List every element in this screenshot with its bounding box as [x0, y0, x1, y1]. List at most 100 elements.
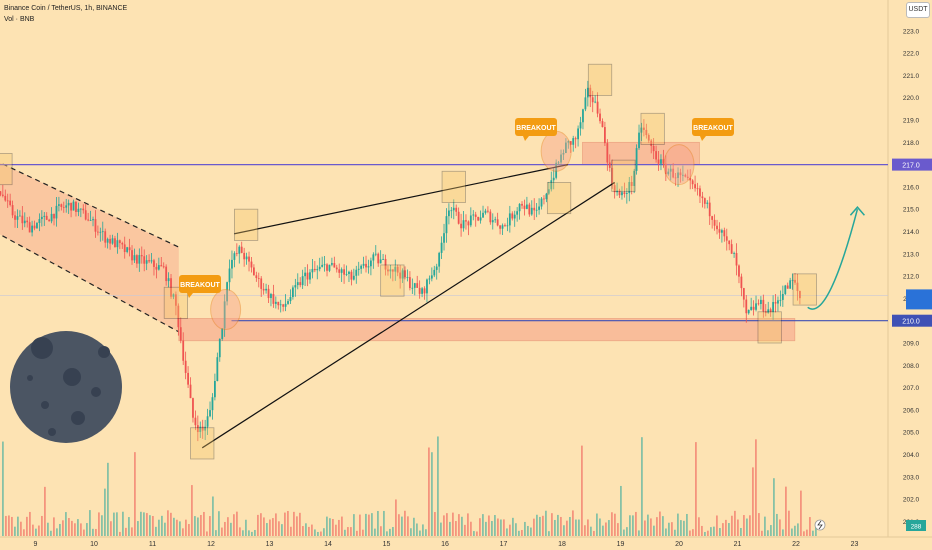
highlight-box[interactable]	[0, 153, 13, 186]
volume-bar	[770, 525, 772, 536]
volume-bar	[227, 517, 229, 536]
volume-bar	[614, 513, 616, 536]
volume-bar	[389, 528, 391, 536]
candle-body	[1, 194, 4, 196]
volume-bar	[557, 514, 559, 536]
candle-body	[379, 259, 382, 264]
moon-crater	[63, 368, 81, 386]
volume-bar	[386, 531, 388, 536]
breakout-circle[interactable]	[663, 144, 695, 186]
time-tick-label: 16	[441, 541, 449, 548]
candle-body	[635, 148, 638, 171]
volume-bar	[251, 531, 253, 536]
volume-bar	[761, 530, 763, 536]
candle-body	[506, 225, 509, 227]
candle-body	[457, 211, 460, 224]
volume-bar	[644, 520, 646, 536]
volume-bar	[374, 528, 376, 536]
highlight-box[interactable]	[587, 63, 613, 96]
volume-bar	[518, 530, 520, 536]
support-zone[interactable]	[178, 318, 796, 342]
time-tick-label: 11	[149, 541, 156, 548]
support-price-tag	[892, 314, 932, 327]
candle-body	[26, 220, 29, 223]
candle-body	[184, 360, 187, 373]
highlight-box[interactable]	[640, 112, 665, 145]
channel-upper-line[interactable]	[0, 160, 180, 248]
volume-bar	[89, 510, 91, 536]
candle-body	[738, 265, 740, 277]
volume-bar	[428, 447, 430, 536]
candle-body	[9, 200, 12, 206]
candle-body	[19, 215, 21, 217]
candle-body	[406, 277, 409, 278]
volume-bar	[329, 518, 331, 536]
volume-bar	[20, 521, 22, 536]
candle-body	[691, 180, 694, 185]
volume-bar	[707, 530, 709, 536]
candle-body	[92, 219, 94, 221]
volume-bar	[347, 527, 349, 536]
volume-bar	[803, 531, 805, 536]
highlight-box[interactable]	[190, 427, 215, 460]
projection-arrow-path[interactable]	[807, 209, 859, 310]
candle-body	[316, 269, 319, 271]
candle-body	[172, 294, 175, 297]
volume-bar	[815, 523, 817, 536]
volume-bar	[170, 512, 172, 536]
candle-body	[423, 288, 426, 294]
volume-bar	[359, 514, 361, 536]
volume-bar	[287, 510, 289, 536]
volume-bar	[713, 526, 715, 536]
volume-bar	[335, 524, 337, 536]
highlight-box[interactable]	[757, 311, 782, 344]
volume-bar	[719, 528, 721, 536]
candle-body	[740, 276, 743, 289]
candle-body	[499, 225, 501, 229]
candle-body	[699, 188, 701, 197]
breakout-circle[interactable]	[540, 130, 572, 172]
volume-bar	[92, 528, 94, 536]
volume-bar	[710, 527, 712, 536]
volume-value-tag	[906, 520, 926, 531]
candle-body	[569, 141, 572, 145]
candle-body	[209, 410, 211, 417]
volume-bar	[116, 512, 118, 536]
candle-body	[350, 271, 353, 280]
candle-body	[38, 219, 41, 223]
resistance-price-label: 217.0	[902, 163, 920, 170]
volume-bar	[233, 514, 235, 536]
candle-body	[104, 231, 107, 243]
highlight-box[interactable]	[233, 208, 259, 241]
volume-bar	[701, 525, 703, 536]
quote-currency-badge[interactable]: USDT	[906, 2, 930, 18]
channel-lower-line[interactable]	[0, 232, 180, 333]
highlight-box[interactable]	[546, 182, 572, 215]
upper-trendline[interactable]	[234, 164, 568, 235]
highlight-box[interactable]	[380, 264, 405, 297]
volume-bar	[293, 511, 295, 536]
volume-bar	[587, 519, 589, 536]
volume-bar	[542, 515, 544, 536]
volume-bar	[485, 521, 487, 536]
candle-body	[65, 205, 68, 208]
highlight-box[interactable]	[163, 286, 188, 319]
candle-body	[94, 219, 97, 232]
highlight-box[interactable]	[611, 159, 636, 192]
candle-body	[306, 272, 309, 280]
candle-body	[633, 170, 636, 187]
candle-body	[794, 279, 796, 283]
volume-bar	[593, 530, 595, 536]
volume-bar	[77, 519, 79, 536]
highlight-box[interactable]	[792, 273, 817, 306]
volume-bar	[368, 514, 370, 536]
breakout-circle[interactable]	[210, 289, 242, 331]
volume-legend[interactable]: Vol · BNB	[4, 16, 35, 23]
lower-trendline[interactable]	[201, 181, 615, 449]
symbol-title[interactable]: Binance Coin / TetherUS, 1h, BINANCE	[4, 5, 128, 12]
candle-body	[618, 190, 621, 196]
candle-body	[299, 282, 302, 286]
highlight-box[interactable]	[441, 170, 466, 203]
candle-body	[516, 211, 519, 215]
